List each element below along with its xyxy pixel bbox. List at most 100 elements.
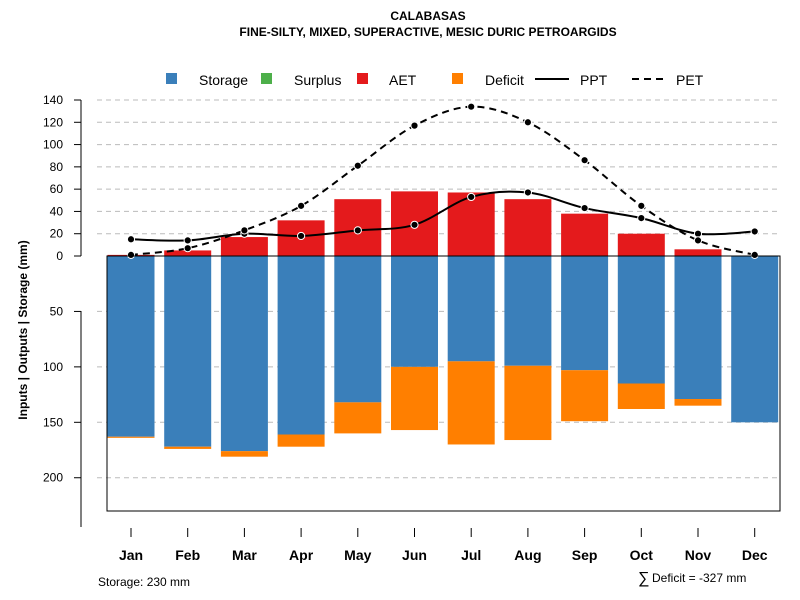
bar-deficit-jun bbox=[391, 366, 438, 431]
pet-point bbox=[126, 250, 136, 259]
y-tick-label: 100 bbox=[43, 138, 63, 152]
pet-point bbox=[183, 244, 192, 253]
x-tick-label-may: May bbox=[344, 547, 371, 563]
x-tick-label-nov: Nov bbox=[685, 547, 712, 563]
bar-storage-apr bbox=[277, 256, 325, 435]
x-tick-label-feb: Feb bbox=[175, 547, 200, 563]
pet-point bbox=[467, 102, 476, 111]
chart-subtitle: FINE-SILTY, MIXED, SUPERACTIVE, MESIC DU… bbox=[239, 25, 616, 39]
bar-deficit-jan bbox=[107, 436, 155, 438]
y-tick-label: 200 bbox=[43, 471, 63, 485]
y-tick-label: 50 bbox=[50, 304, 64, 318]
bar-storage-jul bbox=[447, 256, 495, 362]
x-tick-label-dec: Dec bbox=[742, 547, 768, 563]
legend-label-aet: AET bbox=[389, 72, 417, 88]
legend-swatch-deficit bbox=[452, 73, 463, 84]
bar-aet-jul bbox=[447, 192, 495, 256]
legend-label-storage: Storage bbox=[199, 72, 248, 88]
chart-legend: Storage Surplus AET Deficit PPT PET bbox=[166, 72, 704, 88]
y-tick-label: 60 bbox=[50, 182, 64, 196]
legend-swatch-surplus bbox=[261, 73, 272, 84]
pet-point bbox=[297, 201, 306, 210]
bar-storage-dec bbox=[731, 256, 779, 423]
x-tick-label-jan: Jan bbox=[119, 547, 143, 563]
bar-storage-nov bbox=[674, 256, 722, 400]
bar-storage-jan bbox=[107, 256, 155, 437]
pet-point bbox=[580, 156, 589, 165]
ppt-point bbox=[523, 188, 533, 197]
pet-point bbox=[750, 250, 759, 259]
lines-layer bbox=[126, 102, 759, 259]
pet-point bbox=[523, 118, 533, 127]
bar-aet-nov bbox=[674, 249, 722, 256]
bar-storage-mar bbox=[220, 256, 268, 452]
pet-point bbox=[410, 121, 419, 130]
y-tick-label: 80 bbox=[50, 160, 64, 174]
x-tick-label-sep: Sep bbox=[572, 547, 598, 563]
legend-swatch-aet bbox=[357, 73, 368, 84]
grid-lines bbox=[97, 99, 780, 479]
ppt-point bbox=[353, 226, 362, 235]
x-tick-label-mar: Mar bbox=[232, 547, 257, 563]
y-tick-label: 20 bbox=[50, 227, 64, 241]
ppt-point bbox=[750, 227, 759, 236]
chart-title: CALABASAS bbox=[390, 9, 465, 23]
bar-deficit-may bbox=[334, 402, 382, 434]
bar-deficit-apr bbox=[277, 434, 325, 447]
ppt-point bbox=[410, 220, 419, 229]
pet-point bbox=[240, 226, 249, 235]
ppt-point bbox=[637, 214, 646, 223]
bar-storage-aug bbox=[504, 256, 552, 366]
bar-storage-oct bbox=[617, 256, 665, 384]
ppt-point bbox=[297, 231, 306, 241]
x-tick-label-aug: Aug bbox=[514, 547, 541, 563]
bar-storage-sep bbox=[561, 256, 609, 371]
bar-deficit-mar bbox=[220, 451, 268, 457]
pet-line bbox=[130, 105, 755, 256]
x-tick-label-jul: Jul bbox=[461, 547, 481, 563]
bar-deficit-jul bbox=[447, 361, 495, 445]
legend-label-ppt: PPT bbox=[580, 72, 608, 88]
y-tick-label: 120 bbox=[43, 115, 63, 129]
bar-aet-mar bbox=[220, 237, 268, 256]
bar-aet-aug bbox=[504, 199, 552, 256]
bar-aet-feb bbox=[164, 250, 212, 256]
footer-deficit: Deficit = -327 mm bbox=[652, 571, 746, 585]
y-tick-label: 140 bbox=[43, 93, 63, 107]
bar-aet-sep bbox=[561, 213, 609, 256]
legend-label-deficit: Deficit bbox=[485, 72, 524, 88]
bar-deficit-oct bbox=[617, 383, 665, 409]
legend-swatch-storage bbox=[166, 73, 177, 84]
pet-point bbox=[637, 201, 646, 210]
y-axis-label: Inputs | Outputs | Storage (mm) bbox=[16, 240, 30, 419]
bar-storage-feb bbox=[164, 256, 212, 447]
bars-layer bbox=[106, 191, 781, 512]
pet-point bbox=[693, 236, 703, 245]
ppt-point bbox=[467, 192, 476, 202]
legend-label-surplus: Surplus bbox=[294, 72, 341, 88]
bar-deficit-sep bbox=[561, 370, 609, 422]
ppt-point bbox=[183, 236, 192, 245]
bar-storage-may bbox=[334, 256, 382, 403]
bar-aet-oct bbox=[617, 233, 665, 256]
y-tick-label: 150 bbox=[43, 415, 63, 429]
ppt-point bbox=[693, 229, 703, 238]
sum-symbol-icon: ∑ bbox=[638, 570, 649, 587]
ppt-point bbox=[126, 235, 136, 244]
y-tick-label: 0 bbox=[56, 249, 63, 263]
x-tick-label-oct: Oct bbox=[630, 547, 654, 563]
footer-storage: Storage: 230 mm bbox=[98, 575, 190, 589]
pet-point bbox=[353, 161, 362, 170]
bar-deficit-feb bbox=[164, 446, 212, 449]
x-tick-label-jun: Jun bbox=[402, 547, 427, 563]
bar-storage-jun bbox=[391, 256, 438, 367]
bar-deficit-nov bbox=[674, 399, 722, 406]
legend-label-pet: PET bbox=[676, 72, 704, 88]
y-tick-label: 100 bbox=[43, 360, 63, 374]
x-tick-label-apr: Apr bbox=[289, 547, 314, 563]
bar-deficit-aug bbox=[504, 365, 552, 441]
ppt-point bbox=[580, 203, 589, 213]
y-tick-label: 40 bbox=[50, 204, 64, 218]
